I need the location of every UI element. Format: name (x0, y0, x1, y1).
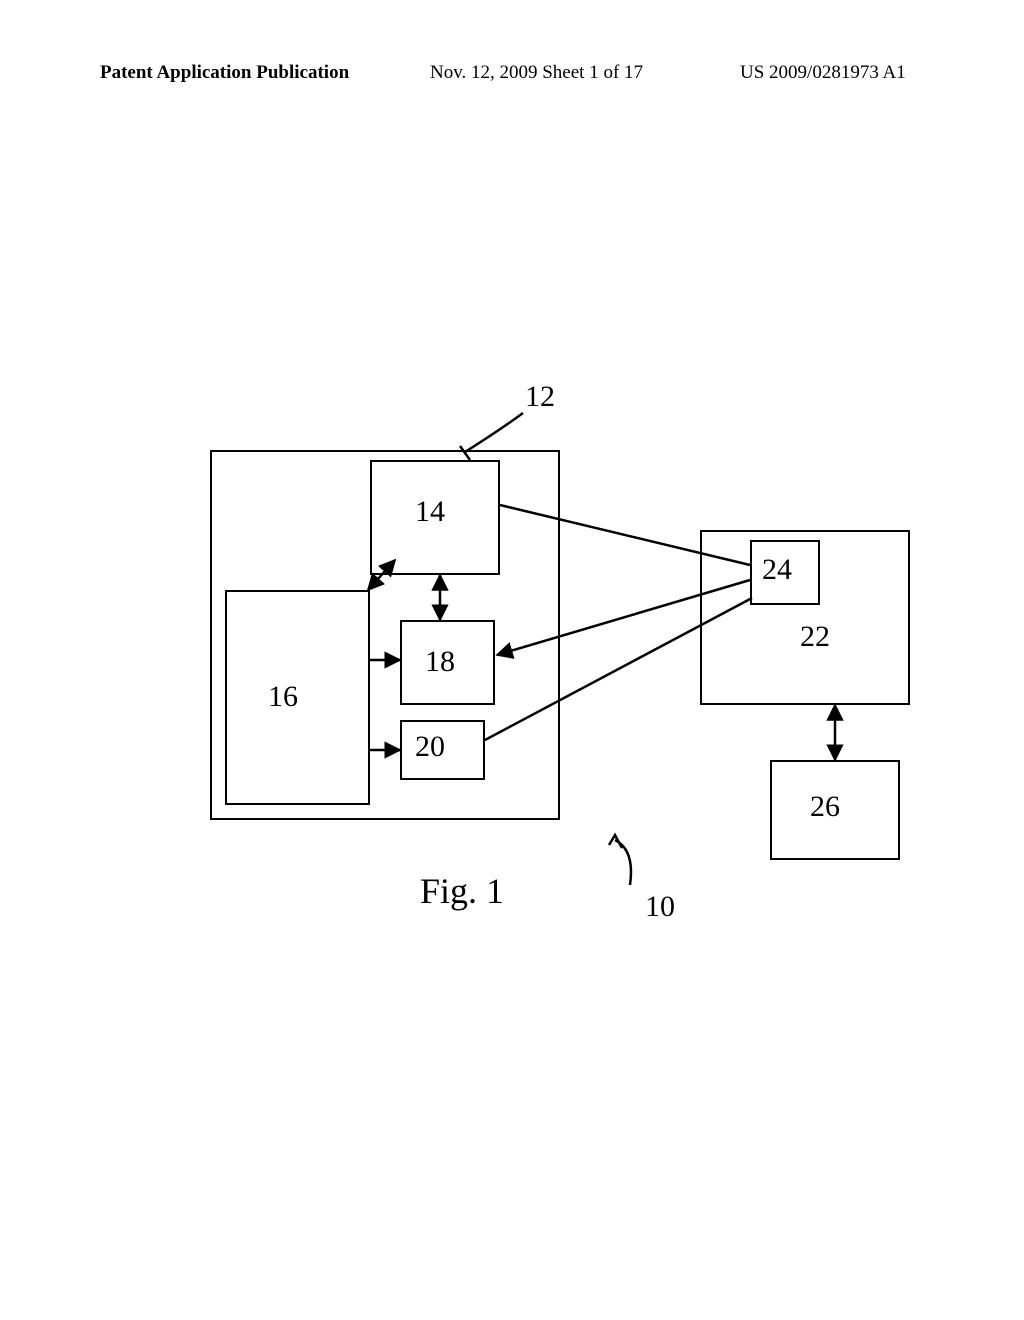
label-16: 16 (268, 680, 298, 714)
leader-10-arrow (609, 835, 622, 848)
leader-12 (465, 413, 523, 452)
leader-10 (615, 840, 631, 885)
callout-12: 12 (525, 380, 555, 414)
label-18: 18 (425, 645, 455, 679)
label-24: 24 (762, 553, 792, 587)
label-20: 20 (415, 730, 445, 764)
callout-10: 10 (645, 890, 675, 924)
label-26: 26 (810, 790, 840, 824)
label-14: 14 (415, 495, 445, 529)
figure-1: 14 16 18 20 22 24 26 12 10 Fig. 1 (0, 0, 1024, 1320)
figure-caption: Fig. 1 (420, 870, 504, 912)
label-22: 22 (800, 620, 830, 654)
